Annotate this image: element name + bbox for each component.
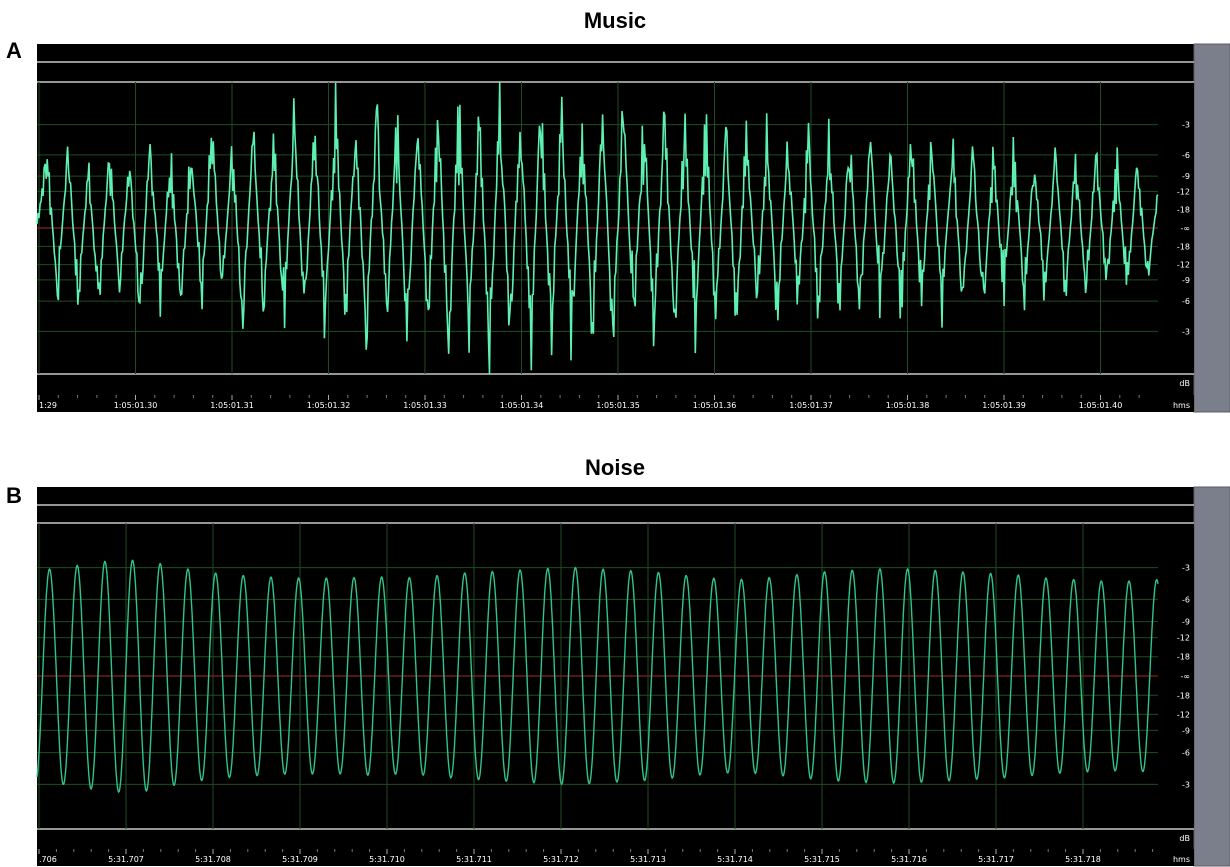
x-tick-label: 1:05:01.38 xyxy=(886,401,930,410)
x-tick-label: 5:31.715 xyxy=(804,855,840,864)
x-tick-label: 5:31.714 xyxy=(717,855,753,864)
x-tick-label: 5:31.710 xyxy=(369,855,405,864)
panel-label: A xyxy=(6,38,22,63)
x-tick-label: 1:05:01.40 xyxy=(1079,401,1123,410)
x-tick-label: 1:05:01.39 xyxy=(982,401,1026,410)
y-tick-label: -6 xyxy=(1182,749,1190,758)
y-tick-label: -9 xyxy=(1182,172,1190,181)
y-tick-label: -∞ xyxy=(1180,672,1190,681)
y-tick-label: -18 xyxy=(1177,206,1190,215)
plot-background xyxy=(37,487,1194,866)
y-tick-label: -3 xyxy=(1182,564,1190,573)
x-tick-label: 1:05:01.35 xyxy=(596,401,640,410)
x-tick-label: 5:31.717 xyxy=(978,855,1014,864)
x-tick-label: 1:29 xyxy=(39,401,57,410)
y-tick-label: -6 xyxy=(1182,151,1190,160)
x-tick-label: 1:05:01.32 xyxy=(307,401,351,410)
x-units-label: hms xyxy=(1173,855,1190,864)
waveform-chart-music: -3 -6 -9 -12 -18 -∞ -18 -12 -9 -6 -3 dB 1:29 1:05:01.… xyxy=(36,43,1230,413)
x-tick-label: 5:31.709 xyxy=(282,855,318,864)
scale-rail-border xyxy=(1193,486,1230,867)
x-tick-label: 5:31.712 xyxy=(543,855,579,864)
y-tick-label: -18 xyxy=(1177,653,1190,662)
y-units-label: dB xyxy=(1179,379,1190,388)
y-tick-label: -6 xyxy=(1182,297,1190,306)
x-units-label: hms xyxy=(1173,401,1190,410)
x-tick-label: 1:05:01.36 xyxy=(693,401,737,410)
y-tick-label: -3 xyxy=(1182,327,1190,336)
y-tick-label: -9 xyxy=(1182,276,1190,285)
y-tick-label: -3 xyxy=(1182,121,1190,130)
y-tick-label: -3 xyxy=(1182,780,1190,789)
time-ruler xyxy=(37,395,1194,412)
chart-title: Noise xyxy=(585,455,645,480)
y-tick-label: -12 xyxy=(1177,261,1190,270)
x-tick-label: 1:05:01.34 xyxy=(500,401,544,410)
x-tick-label: 1:05:01.33 xyxy=(403,401,447,410)
scale-rail xyxy=(1194,44,1230,412)
x-tick-label: 5:31.713 xyxy=(630,855,666,864)
waveform-series xyxy=(36,81,1159,375)
time-ruler xyxy=(37,849,1194,866)
y-tick-label: -18 xyxy=(1177,691,1190,700)
x-tick-label: 1:05:01.30 xyxy=(114,401,158,410)
x-tick-label: .706 xyxy=(39,855,57,864)
db-scale-strip xyxy=(1158,523,1194,829)
x-tick-label: 5:31.711 xyxy=(456,855,492,864)
y-tick-label: -12 xyxy=(1177,187,1190,196)
y-tick-label: -6 xyxy=(1182,595,1190,604)
y-tick-label: -9 xyxy=(1182,726,1190,735)
x-tick-label: 5:31.707 xyxy=(108,855,144,864)
panel-label: B xyxy=(6,483,22,508)
scale-rail xyxy=(1194,487,1230,866)
x-tick-label: 1:05:01.31 xyxy=(210,401,254,410)
db-scale-strip xyxy=(1158,82,1194,374)
waveform-series xyxy=(36,559,1159,794)
panel-a: Music A -3 -6 -9 -12 -18 -∞ -18 -12 -9 -6 -3 dB 1:29… xyxy=(0,0,1230,420)
x-tick-label: 5:31.716 xyxy=(891,855,927,864)
x-tick-label: 5:31.708 xyxy=(195,855,231,864)
x-tick-label: 5:31.718 xyxy=(1065,855,1101,864)
y-tick-label: -12 xyxy=(1177,634,1190,643)
x-tick-label: 1:05:01.37 xyxy=(789,401,833,410)
y-tick-label: -∞ xyxy=(1180,224,1190,233)
y-tick-label: -12 xyxy=(1177,710,1190,719)
y-tick-label: -9 xyxy=(1182,618,1190,627)
y-units-label: dB xyxy=(1179,834,1190,843)
y-tick-label: -18 xyxy=(1177,242,1190,251)
chart-title: Music xyxy=(583,8,647,33)
